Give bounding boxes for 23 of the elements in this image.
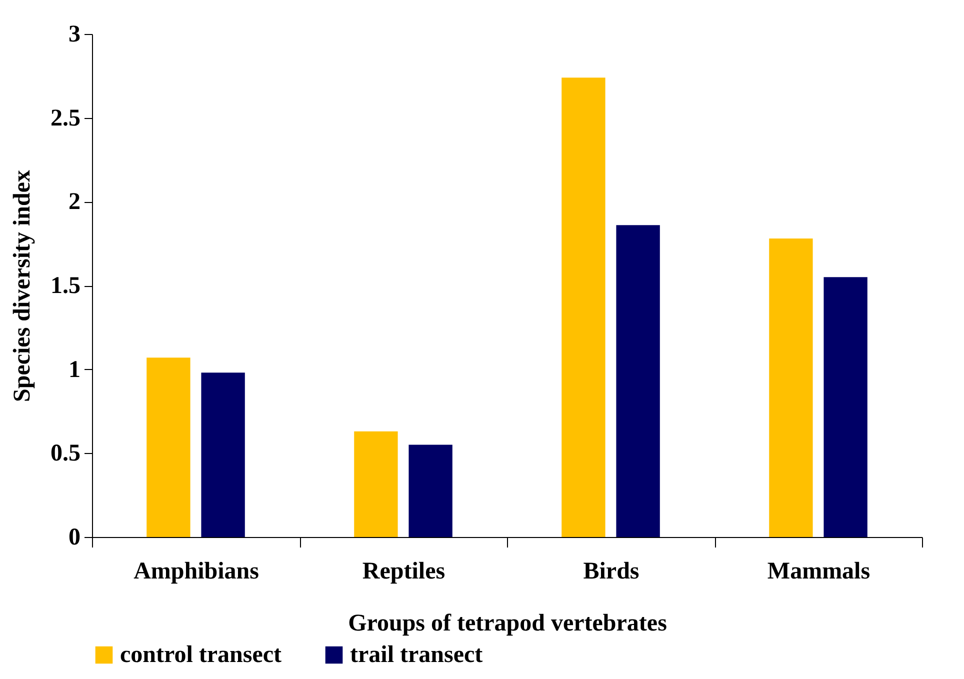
bar [562,78,606,537]
bar [201,372,245,537]
bar [769,238,813,537]
x-tick-label: Mammals [767,558,870,584]
y-tick-label: 0 [68,524,80,550]
bar [408,444,452,537]
y-tick-label: 3 [68,22,80,48]
y-tick-label: 2 [68,189,80,216]
bar [146,358,190,537]
x-tick-label: Amphibians [134,558,259,584]
legend-label: control transect [120,642,282,668]
y-axis-title: Species diversity index [10,170,36,402]
x-tick-label: Birds [583,558,640,584]
x-tick-label: Reptiles [362,558,446,584]
legend-label: trail transect [350,642,483,668]
bar [824,277,868,537]
bar [616,225,660,537]
y-tick-label: 1.5 [50,273,80,299]
y-tick-label: 0.5 [50,440,80,467]
y-tick-label: 2.5 [50,105,80,132]
y-tick-label: 1 [68,356,80,383]
bar [354,431,398,537]
x-axis-title: Groups of tetrapod vertebrates [348,610,667,636]
